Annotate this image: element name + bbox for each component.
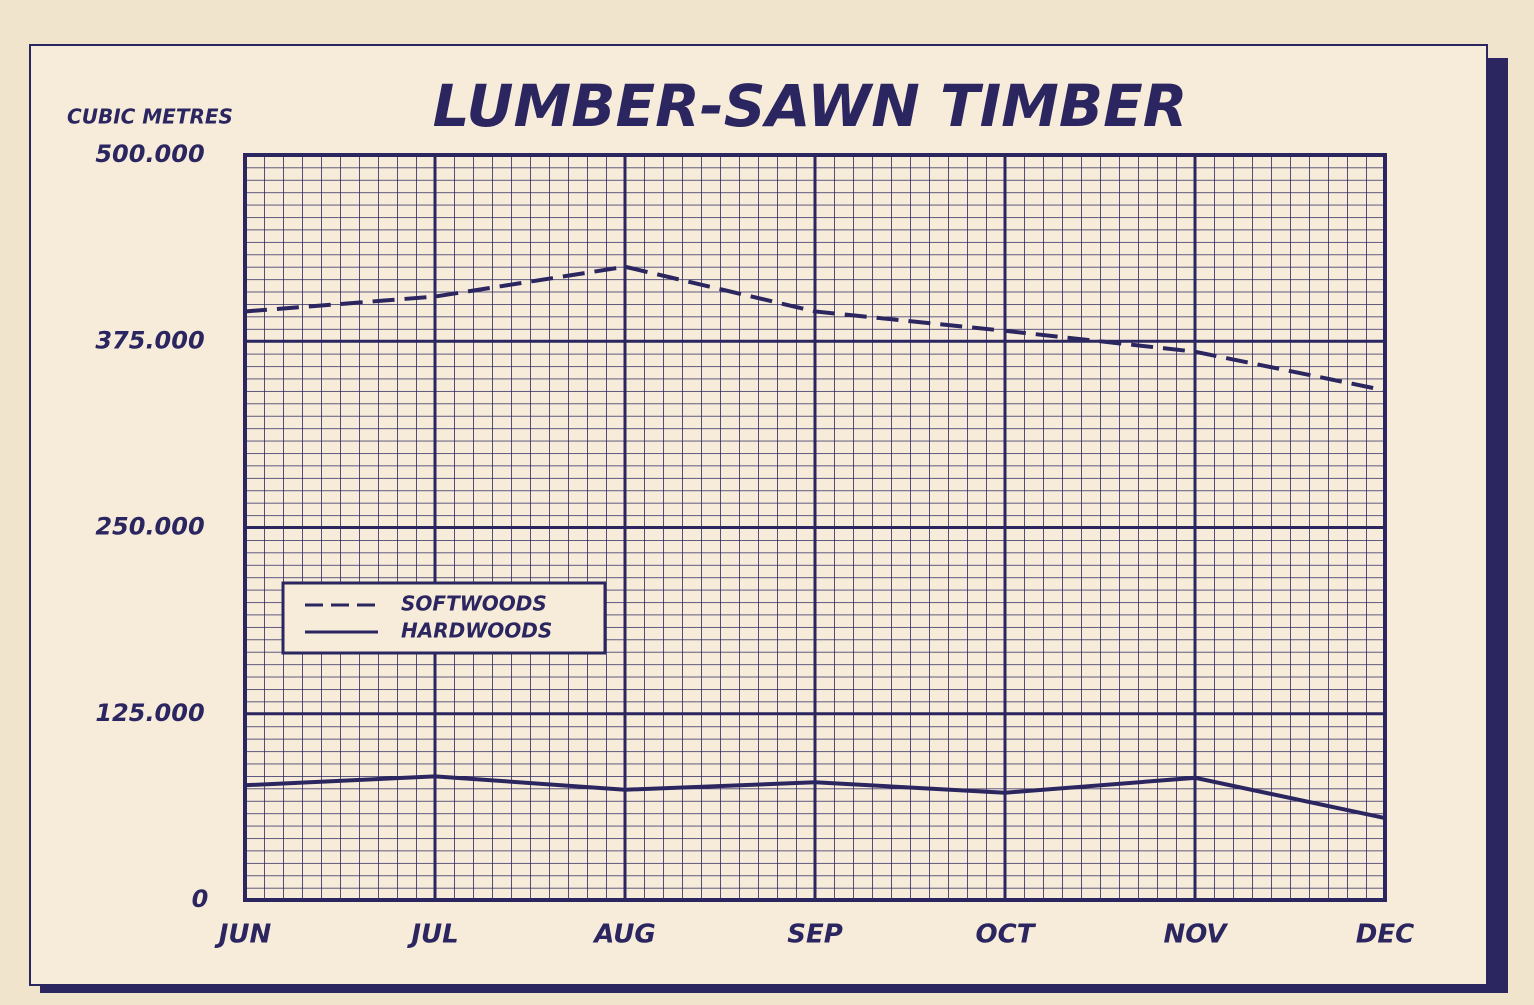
legend-label: SOFTWOODS	[401, 592, 547, 616]
x-tick-label: SEP	[787, 920, 843, 950]
y-tick-label: 250.000	[95, 513, 204, 541]
series-line	[244, 264, 1386, 393]
x-tick-label: AUG	[592, 920, 655, 950]
x-tick-label: DEC	[1356, 920, 1414, 950]
y-tick-label: 125.000	[95, 699, 204, 727]
x-tick-label: OCT	[976, 920, 1037, 950]
legend-label: HARDWOODS	[401, 619, 552, 643]
x-tick-label: NOV	[1163, 920, 1228, 950]
chart-title: LUMBER-SAWN TIMBER	[433, 72, 1188, 140]
legend-box	[281, 581, 607, 655]
x-tick-label: JUN	[214, 920, 272, 950]
y-axis-label: CUBIC METRES	[67, 105, 233, 129]
x-tick-label: JUL	[406, 920, 458, 950]
y-tick-label: 375.000	[95, 326, 204, 354]
y-tick-label: 500.000	[95, 140, 204, 168]
y-tick-label: 0	[192, 885, 209, 913]
series-line	[244, 774, 1386, 821]
